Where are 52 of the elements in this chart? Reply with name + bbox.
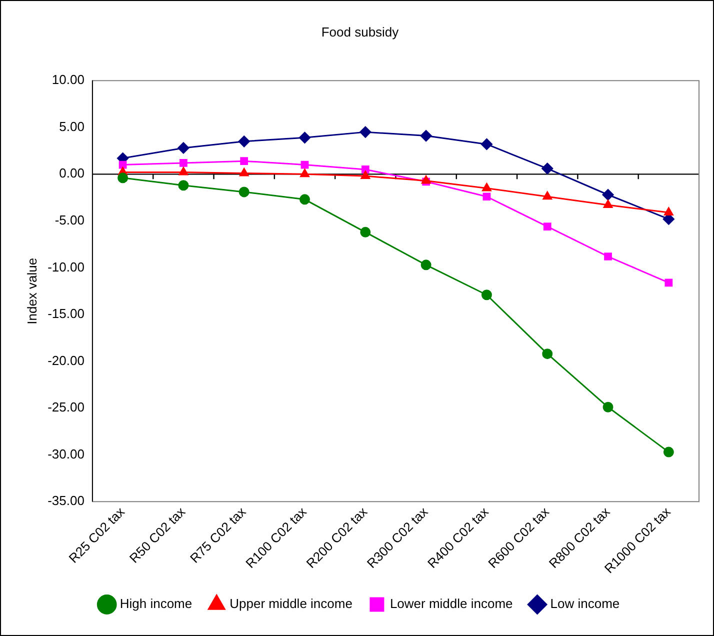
point — [480, 138, 492, 150]
point — [482, 182, 492, 192]
legend-label: Low income — [550, 596, 620, 612]
point — [604, 252, 612, 260]
point — [603, 200, 613, 208]
point — [420, 130, 432, 142]
point — [602, 189, 614, 200]
point — [180, 159, 188, 167]
point — [602, 402, 614, 412]
point — [178, 180, 189, 191]
point — [542, 191, 552, 200]
point — [542, 162, 554, 174]
y-tick-label: 0.00 — [59, 166, 84, 181]
legend-label: Lower middle income — [390, 596, 513, 612]
y-tick-label: -10.00 — [48, 259, 84, 274]
point — [664, 278, 673, 287]
point — [361, 166, 370, 174]
y-tick-label: -20.00 — [48, 352, 84, 368]
point — [543, 222, 552, 230]
point — [299, 132, 310, 144]
point — [178, 142, 190, 154]
y-tick-label: -35.00 — [48, 493, 84, 508]
point — [238, 186, 250, 198]
point — [300, 160, 309, 169]
point — [360, 170, 370, 180]
point — [178, 167, 188, 176]
point — [482, 192, 491, 201]
point — [239, 168, 249, 176]
y-tick-label: 5.00 — [59, 118, 84, 134]
point — [421, 175, 431, 184]
point — [663, 446, 674, 458]
point — [300, 168, 310, 178]
y-axis-title: Index value — [24, 258, 40, 324]
point — [360, 226, 371, 238]
y-tick-label: -30.00 — [48, 446, 84, 462]
point — [481, 290, 492, 300]
point — [240, 157, 248, 165]
point — [664, 207, 674, 216]
legend-label: Upper middle income — [230, 596, 352, 612]
y-tick-label: -25.00 — [48, 400, 84, 415]
y-tick-label: -15.00 — [48, 306, 84, 322]
point — [542, 348, 553, 360]
point — [300, 194, 310, 205]
point — [360, 126, 372, 138]
point — [238, 136, 250, 148]
y-tick-label: -5.00 — [54, 212, 84, 228]
chart-title: Food subsidy — [321, 24, 400, 40]
point — [118, 172, 128, 184]
point — [420, 260, 432, 270]
legend-label: High income — [120, 596, 192, 612]
x-tick-label: R50 C02 tax — [126, 504, 188, 566]
y-tick-label: 10.00 — [52, 72, 84, 88]
